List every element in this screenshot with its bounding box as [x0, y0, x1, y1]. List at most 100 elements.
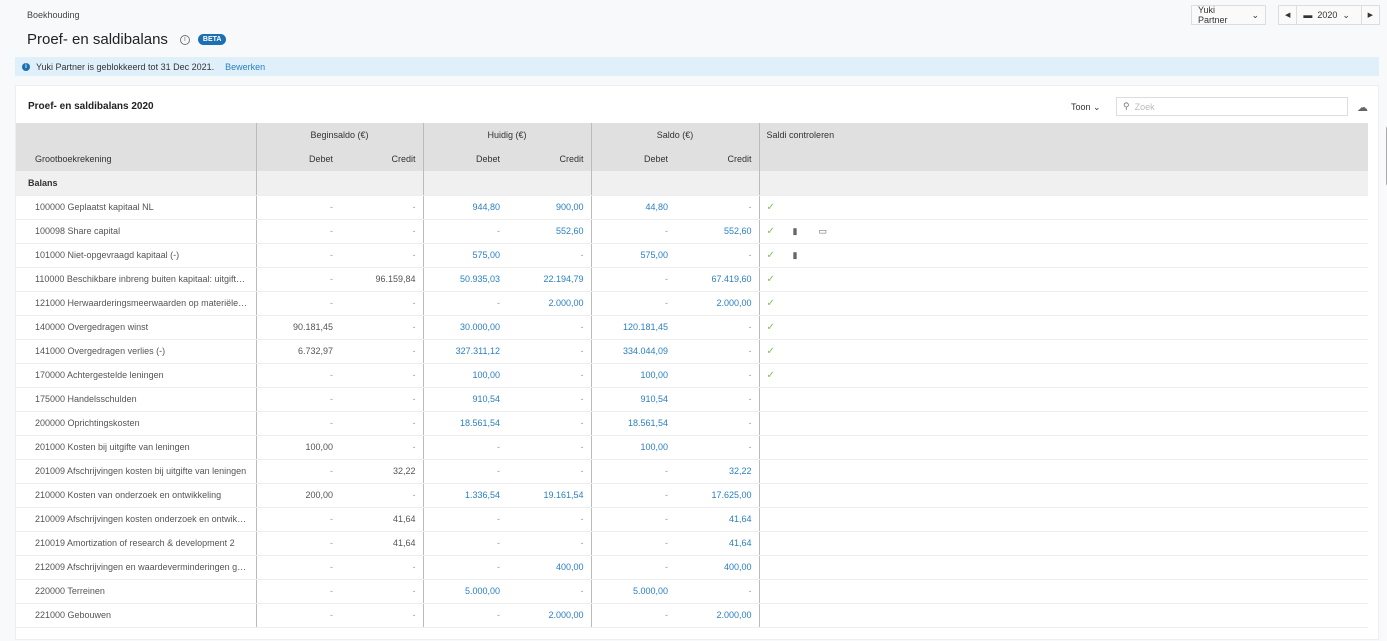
- current-debet[interactable]: 1.336,54: [423, 483, 507, 507]
- current-debet[interactable]: 18.561,54: [423, 411, 507, 435]
- search-input[interactable]: ⚲Zoek: [1116, 97, 1348, 116]
- balance-debet[interactable]: 910,54: [591, 387, 675, 411]
- check-icon[interactable]: ✓: [767, 322, 793, 333]
- account-name[interactable]: 100000 Geplaatst kapitaal NL: [16, 195, 256, 219]
- current-credit[interactable]: 2.000,00: [507, 603, 591, 627]
- next-year-button[interactable]: ▶: [1362, 6, 1379, 24]
- check-icon[interactable]: ✓: [767, 250, 793, 261]
- current-credit[interactable]: 19.161,54: [507, 483, 591, 507]
- account-name[interactable]: 100098 Share capital: [16, 219, 256, 243]
- table-row[interactable]: 212009 Afschrijvingen en waardeverminder…: [16, 555, 1368, 579]
- balance-credit[interactable]: 2.000,00: [675, 291, 759, 315]
- header-debet[interactable]: Debet: [256, 147, 340, 171]
- check-icon[interactable]: ✓: [767, 370, 793, 381]
- current-debet[interactable]: 30.000,00: [423, 315, 507, 339]
- account-name[interactable]: 175000 Handelsschulden: [16, 387, 256, 411]
- header-credit[interactable]: Credit: [340, 147, 423, 171]
- cloud-download-icon[interactable]: ☁: [1357, 101, 1368, 114]
- balance-credit[interactable]: 67.419,60: [675, 267, 759, 291]
- table-row[interactable]: 210000 Kosten van onderzoek en ontwikkel…: [16, 483, 1368, 507]
- account-name[interactable]: 220000 Terreinen: [16, 579, 256, 603]
- balance-credit[interactable]: 32,22: [675, 459, 759, 483]
- check-icon[interactable]: ✓: [767, 274, 793, 285]
- table-row[interactable]: 221000 Gebouwen---2.000,00-2.000,00: [16, 603, 1368, 627]
- account-name[interactable]: 110000 Beschikbare inbreng buiten kapita…: [16, 267, 256, 291]
- current-credit[interactable]: 400,00: [507, 555, 591, 579]
- account-name[interactable]: 201009 Afschrijvingen kosten bij uitgift…: [16, 459, 256, 483]
- table-row[interactable]: 121000 Herwaarderingsmeerwaarden op mate…: [16, 291, 1368, 315]
- current-debet[interactable]: 327.311,12: [423, 339, 507, 363]
- table-row[interactable]: 170000 Achtergestelde leningen--100,00-1…: [16, 363, 1368, 387]
- balance-debet[interactable]: 18.561,54: [591, 411, 675, 435]
- account-name[interactable]: 210000 Kosten van onderzoek en ontwikkel…: [16, 483, 256, 507]
- current-credit[interactable]: 552,60: [507, 219, 591, 243]
- check-icon[interactable]: ✓: [767, 346, 793, 357]
- previous-year-button[interactable]: ◀: [1279, 6, 1297, 24]
- check-icon[interactable]: ✓: [767, 298, 793, 309]
- table-row[interactable]: 210019 Amortization of research & develo…: [16, 531, 1368, 555]
- table-row[interactable]: 101000 Niet-opgevraagd kapitaal (-)--575…: [16, 243, 1368, 267]
- header-credit[interactable]: Credit: [675, 147, 759, 171]
- current-debet[interactable]: 50.935,03: [423, 267, 507, 291]
- header-debet[interactable]: Debet: [423, 147, 507, 171]
- table-row[interactable]: 110000 Beschikbare inbreng buiten kapita…: [16, 267, 1368, 291]
- account-name[interactable]: 140000 Overgedragen winst: [16, 315, 256, 339]
- table-row[interactable]: 100098 Share capital---552,60-552,60✓▮▭: [16, 219, 1368, 243]
- balance-debet[interactable]: 5.000,00: [591, 579, 675, 603]
- account-name[interactable]: 200000 Oprichtingskosten: [16, 411, 256, 435]
- table-row[interactable]: 220000 Terreinen--5.000,00-5.000,00-: [16, 579, 1368, 603]
- year-select[interactable]: ▬2020⌄: [1297, 6, 1361, 24]
- balance-debet[interactable]: 100,00: [591, 363, 675, 387]
- document-icon[interactable]: ▮: [793, 226, 819, 237]
- table-row[interactable]: 200000 Oprichtingskosten--18.561,54-18.5…: [16, 411, 1368, 435]
- check-icon[interactable]: ✓: [767, 226, 793, 237]
- account-name[interactable]: 141000 Overgedragen verlies (-): [16, 339, 256, 363]
- balance-credit[interactable]: 41,64: [675, 531, 759, 555]
- balance-check-cell: [759, 555, 1368, 579]
- account-name[interactable]: 121000 Herwaarderingsmeerwaarden op mate…: [16, 291, 256, 315]
- balance-debet[interactable]: 334.044,09: [591, 339, 675, 363]
- document-icon[interactable]: ▮: [793, 250, 819, 261]
- header-account[interactable]: Grootboekrekening: [16, 147, 256, 171]
- current-credit[interactable]: 22.194,79: [507, 267, 591, 291]
- account-name[interactable]: 210019 Amortization of research & develo…: [16, 531, 256, 555]
- current-debet[interactable]: 944,80: [423, 195, 507, 219]
- scrollbar[interactable]: [1382, 123, 1387, 641]
- balance-debet[interactable]: 100,00: [591, 435, 675, 459]
- table-row[interactable]: 201009 Afschrijvingen kosten bij uitgift…: [16, 459, 1368, 483]
- info-icon[interactable]: i: [180, 35, 190, 45]
- balance-debet[interactable]: 575,00: [591, 243, 675, 267]
- table-row[interactable]: 175000 Handelsschulden--910,54-910,54-: [16, 387, 1368, 411]
- current-debet[interactable]: 100,00: [423, 363, 507, 387]
- balance-debet[interactable]: 44,80: [591, 195, 675, 219]
- balance-debet[interactable]: 120.181,45: [591, 315, 675, 339]
- header-credit[interactable]: Credit: [507, 147, 591, 171]
- balance-credit[interactable]: 41,64: [675, 507, 759, 531]
- table-row[interactable]: 141000 Overgedragen verlies (-)6.732,97-…: [16, 339, 1368, 363]
- current-debet[interactable]: 5.000,00: [423, 579, 507, 603]
- balance-credit[interactable]: 17.625,00: [675, 483, 759, 507]
- current-credit[interactable]: 900,00: [507, 195, 591, 219]
- table-row[interactable]: 210009 Afschrijvingen kosten onderzoek e…: [16, 507, 1368, 531]
- toon-dropdown[interactable]: Toon ⌄: [1071, 102, 1101, 113]
- current-debet[interactable]: 910,54: [423, 387, 507, 411]
- account-name[interactable]: 101000 Niet-opgevraagd kapitaal (-): [16, 243, 256, 267]
- account-name[interactable]: 212009 Afschrijvingen en waardeverminder…: [16, 555, 256, 579]
- administration-select[interactable]: Yuki Partner⌄: [1191, 5, 1266, 25]
- table-row[interactable]: 201000 Kosten bij uitgifte van leningen 1…: [16, 435, 1368, 459]
- comment-icon[interactable]: ▭: [819, 226, 845, 237]
- balance-credit[interactable]: 552,60: [675, 219, 759, 243]
- edit-link[interactable]: Bewerken: [225, 62, 265, 72]
- current-credit[interactable]: 2.000,00: [507, 291, 591, 315]
- account-name[interactable]: 210009 Afschrijvingen kosten onderzoek e…: [16, 507, 256, 531]
- balance-credit[interactable]: 400,00: [675, 555, 759, 579]
- balance-credit[interactable]: 2.000,00: [675, 603, 759, 627]
- account-name[interactable]: 170000 Achtergestelde leningen: [16, 363, 256, 387]
- check-icon[interactable]: ✓: [767, 202, 793, 213]
- account-name[interactable]: 201000 Kosten bij uitgifte van leningen: [16, 435, 256, 459]
- current-debet[interactable]: 575,00: [423, 243, 507, 267]
- account-name[interactable]: 221000 Gebouwen: [16, 603, 256, 627]
- header-debet[interactable]: Debet: [591, 147, 675, 171]
